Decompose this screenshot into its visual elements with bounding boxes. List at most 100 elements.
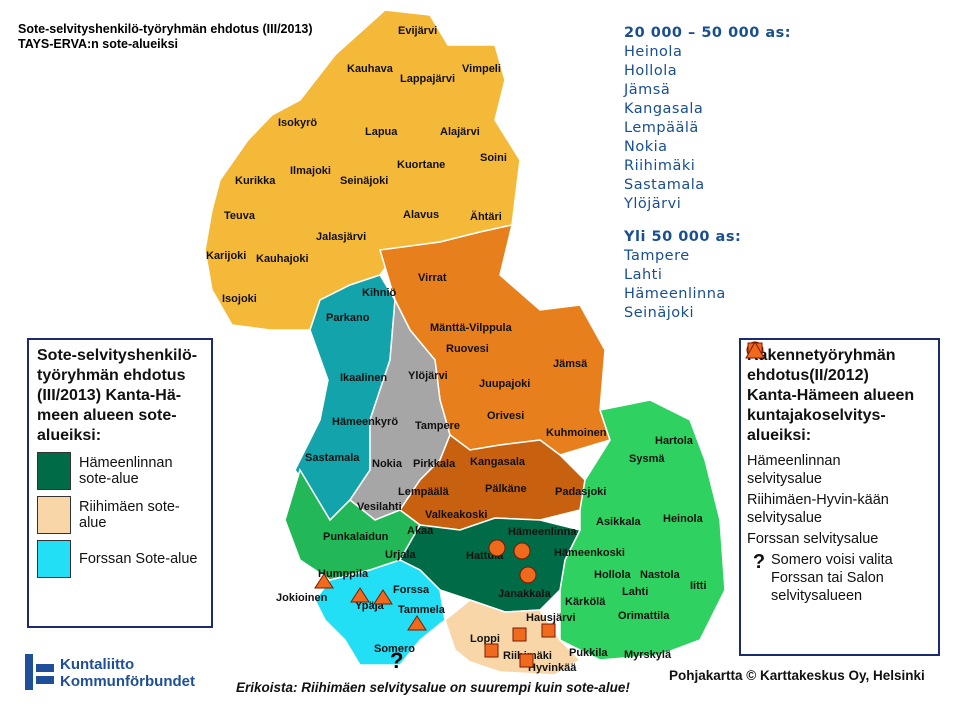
municipality-label: Sysmä [629, 453, 665, 465]
legend-entry: Hämeenlinnan sote-alue [37, 452, 211, 490]
region-green [559, 399, 726, 661]
municipality-label: Nokia [372, 458, 403, 470]
municipality-label: Tampere [415, 420, 460, 432]
municipality-label: Lempäälä [398, 486, 450, 498]
region-cyan [314, 559, 446, 666]
municipality-label: Kuortane [397, 159, 445, 171]
legend-symbol: ? [752, 551, 766, 573]
legend-entry: Hämeenlinnan selvitysalue [746, 341, 938, 488]
municipality-label: Orimattila [618, 610, 670, 622]
municipality-item: Heinola [624, 44, 683, 60]
legend-symbol [745, 340, 765, 359]
municipality-label: Valkeakoski [425, 509, 487, 521]
municipality-label: Lappajärvi [400, 73, 455, 85]
municipality-label: Vesilahti [357, 501, 402, 513]
municipality-item: Hollola [624, 63, 678, 79]
question-mark: ? [390, 648, 403, 673]
municipality-label: Heinola [663, 513, 704, 525]
legend-swatch [37, 540, 71, 578]
left-legend-title: Sote-selvityshenkilö-työryhmän ehdotus (I… [37, 346, 211, 446]
square-symbol [512, 627, 527, 642]
triangle-symbol [314, 573, 334, 589]
municipality-label: Kurikka [235, 175, 276, 187]
municipality-label: Vimpeli [462, 63, 501, 75]
municipality-item: Hämeenlinna [624, 286, 726, 302]
municipality-label: Padasjoki [555, 486, 606, 498]
municipality-item: Ylöjärvi [624, 196, 682, 212]
municipality-label: Loppi [470, 633, 500, 645]
logo-bar [25, 654, 33, 690]
municipality-label: Kihniö [362, 287, 396, 299]
legend-title-line: työryhmän ehdotus [37, 367, 186, 384]
municipality-item: Riihimäki [624, 158, 696, 174]
municipality-label: Hämeenkoski [554, 547, 625, 559]
municipality-label: Alajärvi [440, 126, 480, 138]
title: Sote-selvityshenkilö-työryhmän ehdotus (… [18, 22, 313, 51]
left-legend-box: Sote-selvityshenkilö-työryhmän ehdotus (I… [27, 338, 213, 628]
circle-symbol [488, 539, 506, 557]
municipality-label: Kauhajoki [256, 253, 309, 265]
municipality-label: Jokioinen [276, 592, 328, 604]
municipality-label: Isokyrö [278, 117, 317, 129]
right-legend-box: Rakennetyöryhmän ehdotus(II/2012) Kanta-Hä… [739, 338, 940, 656]
right-legend-title: Rakennetyöryhmän ehdotus(II/2012) Kanta-Hä… [747, 346, 938, 446]
square-symbol [484, 643, 499, 658]
legend-entry: Riihimäen sote-alue [37, 496, 211, 534]
legend-title-line: kuntajakoselvitys- [747, 407, 886, 424]
municipality-label: Ikaalinen [340, 372, 387, 384]
municipality-label: Isojoki [222, 293, 257, 305]
municipality-label: Pukkila [569, 647, 608, 659]
municipality-label: Akaa [407, 525, 434, 537]
left-legend: Hämeenlinnan sote-alue Riihimäen sote-alu… [37, 452, 211, 578]
municipality-label: Ähtäri [470, 210, 502, 223]
municipality-item: Kangasala [624, 101, 704, 117]
municipality-label: Tammela [398, 604, 446, 616]
population-heading: Yli 50 000 as: [624, 229, 742, 245]
municipality-label: Alavus [403, 209, 439, 221]
legend-swatch [37, 496, 71, 534]
municipality-label: Hämeenlinna [508, 526, 577, 538]
legend-title-line: Rakennetyöryhmän [747, 347, 896, 364]
municipality-label: Asikkala [596, 516, 642, 528]
legend-title-line: ehdotus(II/2012) [747, 367, 869, 384]
legend-entry: ? Somero voisi valita Forssan tai Salon s… [747, 551, 938, 605]
square-symbol [541, 623, 556, 638]
population-group: Yli 50 000 as: Tampere Lahti Hämeenlinna Sei… [624, 228, 791, 323]
legend-title-line: meen alueen sote- [37, 407, 177, 424]
credit: Pohjakartta © Karttakeskus Oy, Helsinki [669, 668, 925, 683]
municipality-label: Kauhava [347, 63, 394, 75]
legend-label: Hämeenlinnan selvitysalue [747, 453, 841, 487]
municipality-item: Seinäjoki [624, 305, 695, 321]
circle-symbol [513, 542, 531, 560]
logo-text: Kuntaliitto Kommunförbundet [60, 656, 195, 690]
legend-label: Somero voisi valita Forssan tai Salon se… [771, 552, 893, 604]
municipality-item: Lahti [624, 267, 663, 283]
municipality-label: Soini [480, 152, 507, 164]
municipality-label: Kärkölä [565, 596, 606, 608]
legend-entry: Riihimäen-Hyvin-kään selvitysalue [747, 342, 938, 527]
triangle-symbol [350, 587, 370, 603]
municipality-label: Ylöjärvi [408, 370, 448, 382]
municipality-label: Teuva [224, 210, 256, 222]
legend-swatch [37, 452, 71, 490]
municipality-label: Somero [374, 643, 415, 655]
population-list: 20 000 – 50 000 as: Heinola Hollola Jämsä Ka… [624, 24, 791, 323]
legend-title-line: alueiksi: [747, 427, 812, 444]
map-symbols [314, 539, 556, 668]
municipality-label: Orivesi [487, 410, 524, 422]
municipality-label: Iitti [690, 580, 707, 592]
municipality-label: Juupajoki [479, 378, 530, 390]
legend-title-line: (III/2013) Kanta-Hä- [37, 387, 182, 404]
legend-title-line: alueiksi: [37, 427, 102, 444]
municipality-label: Ilmajoki [290, 165, 331, 177]
legend-label: Riihimäen sote-alue [79, 499, 180, 531]
municipality-label: Hyvinkää [528, 662, 577, 674]
municipality-label: Punkalaidun [323, 531, 389, 543]
municipality-label: Mänttä-Vilppula [430, 322, 513, 334]
square-symbol [519, 653, 534, 668]
municipality-item: Jämsä [624, 82, 671, 98]
municipality-label: Janakkala [498, 588, 551, 600]
municipality-label: Parkano [326, 312, 370, 324]
